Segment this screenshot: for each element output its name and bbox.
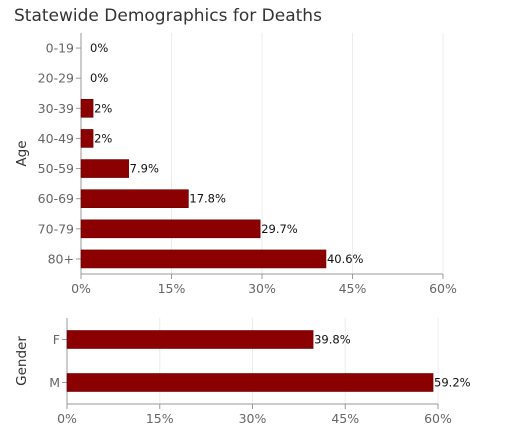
age-data-label: 7.9% (130, 162, 159, 176)
age-category-label: 30-39 (38, 101, 74, 116)
age-data-label: 40.6% (327, 252, 364, 266)
age-data-label: 2% (94, 101, 112, 115)
age-axis-label: Age (14, 140, 30, 166)
age-bar (80, 249, 327, 269)
age-category-label: 60-69 (38, 191, 74, 206)
age-data-label: 0% (90, 41, 108, 55)
gender-x-tick-label: 60% (424, 411, 452, 426)
age-data-label: 2% (94, 131, 112, 145)
age-x-tick-label: 0% (71, 281, 91, 296)
chart-title: Statewide Demographics for Deaths (14, 6, 322, 26)
age-bar (80, 99, 94, 118)
gender-category-label: M (49, 375, 60, 390)
age-category-label: 0-19 (46, 41, 74, 56)
age-x-tick-label: 30% (248, 281, 276, 296)
gender-axis-label: Gender (14, 336, 30, 386)
age-category-label: 50-59 (38, 161, 74, 176)
age-data-label: 0% (90, 71, 108, 85)
gender-data-label: 39.8% (314, 333, 351, 347)
age-x-tick-label: 45% (339, 281, 367, 296)
gender-x-tick-label: 0% (57, 411, 77, 426)
age-category-label: 70-79 (38, 221, 74, 236)
gender-data-label: 59.2% (434, 376, 471, 390)
age-bar (80, 189, 189, 208)
age-category-label: 40-49 (38, 131, 74, 146)
age-category-label: 80+ (48, 251, 74, 266)
age-data-label: 17.8% (189, 192, 226, 206)
gender-bar (66, 373, 434, 392)
age-bar (80, 159, 129, 178)
gender-x-tick-label: 30% (239, 411, 267, 426)
gender-x-tick-label: 15% (146, 411, 174, 426)
age-x-tick-label: 15% (158, 281, 186, 296)
age-category-label: 20-29 (38, 71, 74, 86)
gender-x-tick-label: 45% (331, 411, 359, 426)
age-bar (80, 129, 94, 148)
age-data-label: 29.7% (261, 222, 298, 236)
age-x-tick-label: 60% (429, 281, 457, 296)
age-bar (80, 219, 261, 239)
gender-bar (66, 330, 314, 349)
gender-category-label: F (53, 332, 60, 347)
